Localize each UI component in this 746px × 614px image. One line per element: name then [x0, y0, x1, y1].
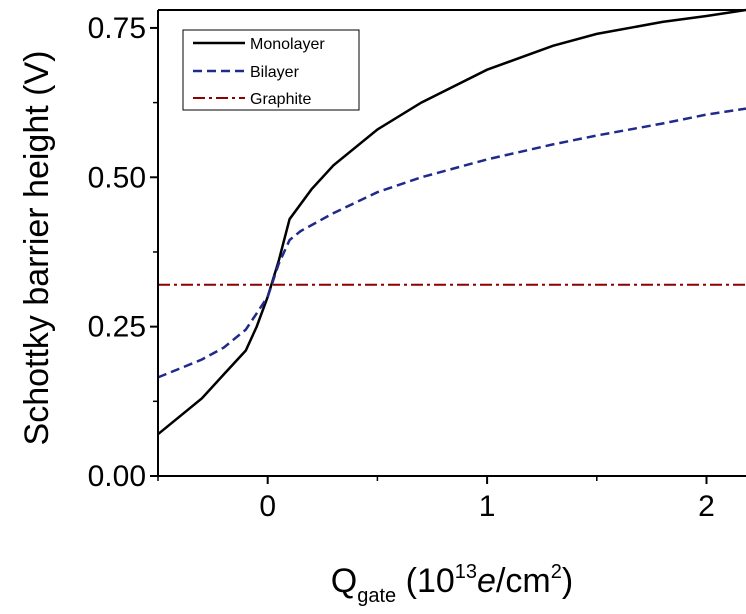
legend: Monolayer Bilayer Graphite: [182, 29, 360, 111]
legend-label-graphite: Graphite: [250, 91, 311, 108]
legend-label-monolayer: Monolayer: [250, 36, 325, 53]
x-label-unit-rest: /cm: [496, 562, 551, 600]
y-axis-label: Schottky barrier height (V): [18, 51, 56, 446]
x-axis-label: Qgate (1013e/cm2): [331, 561, 573, 607]
y-tick-label: 0.25: [88, 311, 146, 344]
x-tick-label: 2: [698, 490, 715, 523]
x-label-close: ): [562, 562, 573, 600]
legend-label-bilayer: Bilayer: [250, 64, 300, 81]
series-layer: [157, 8, 746, 436]
y-tick-label: 0.75: [88, 12, 146, 45]
x-label-sup: 13: [455, 561, 477, 583]
x-label-sub: gate: [357, 585, 396, 607]
series-line-bilayer: [157, 107, 746, 379]
y-tick-label: 0.50: [88, 161, 146, 194]
x-label-main: Q: [331, 562, 357, 600]
x-label-sup2: 2: [551, 561, 562, 583]
series-line-monolayer: [157, 8, 746, 436]
x-label-open: (10: [396, 562, 455, 600]
x-label-unit-italic: e: [477, 562, 496, 600]
x-tick-label: 0: [259, 490, 276, 523]
y-tick-label: 0.00: [88, 460, 146, 493]
x-tick-label: 1: [479, 490, 496, 523]
tick-layer: 0.00 0.25 0.50 0.75 0 1 2: [88, 12, 715, 523]
